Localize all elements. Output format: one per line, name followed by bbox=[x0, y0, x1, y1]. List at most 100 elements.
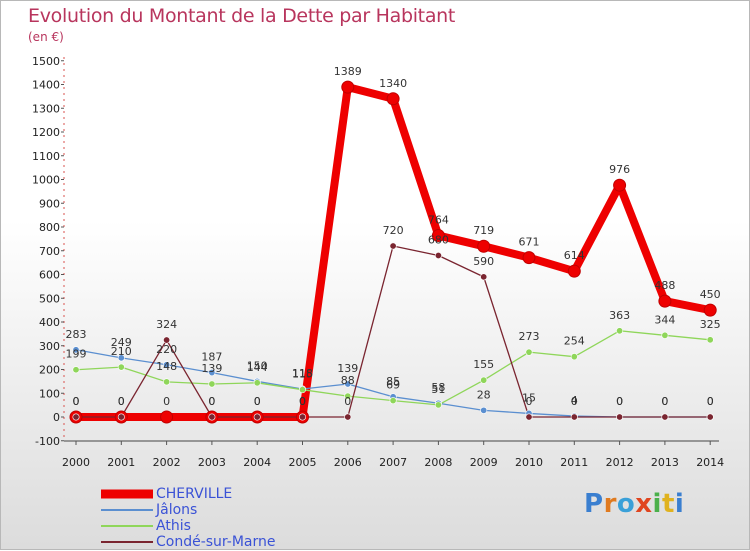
data-label: 88 bbox=[341, 374, 355, 387]
data-label: 58 bbox=[431, 381, 445, 394]
data-point bbox=[570, 413, 578, 421]
y-tick-label: 800 bbox=[39, 221, 60, 234]
logo-letter: i bbox=[652, 489, 662, 519]
x-tick-label: 2003 bbox=[198, 456, 226, 469]
data-point bbox=[253, 379, 261, 387]
data-label: 150 bbox=[247, 359, 268, 372]
data-point bbox=[567, 264, 581, 278]
data-label: 0 bbox=[661, 395, 668, 408]
data-label: 0 bbox=[118, 395, 125, 408]
x-tick-label: 2011 bbox=[560, 456, 588, 469]
data-label: 0 bbox=[707, 395, 714, 408]
data-label: 273 bbox=[519, 330, 540, 343]
data-label: 488 bbox=[654, 279, 675, 292]
x-tick-label: 2001 bbox=[107, 456, 135, 469]
y-tick-label: 200 bbox=[39, 364, 60, 377]
data-point bbox=[160, 410, 174, 424]
data-label: 0 bbox=[254, 395, 261, 408]
data-point bbox=[208, 380, 216, 388]
data-point bbox=[616, 327, 624, 335]
logo-letter: t bbox=[661, 489, 675, 519]
chart-subtitle: (en €) bbox=[28, 30, 64, 44]
data-label: 0 bbox=[254, 395, 261, 408]
data-point bbox=[525, 413, 533, 421]
x-tick-label: 2010 bbox=[515, 456, 543, 469]
data-label: 15 bbox=[522, 391, 536, 404]
data-point bbox=[706, 336, 714, 344]
data-point bbox=[389, 242, 397, 250]
logo-letter: P bbox=[584, 489, 604, 519]
legend-swatch bbox=[101, 509, 153, 511]
data-label: 155 bbox=[473, 358, 494, 371]
data-point bbox=[480, 273, 488, 281]
data-point bbox=[613, 178, 627, 192]
data-label: 720 bbox=[383, 224, 404, 237]
data-label: 325 bbox=[700, 318, 721, 331]
data-label: 69 bbox=[386, 379, 400, 392]
chart-title: Evolution du Montant de la Dette par Hab… bbox=[28, 5, 456, 27]
data-label: 0 bbox=[73, 395, 80, 408]
data-point bbox=[570, 353, 578, 361]
x-tick-label: 2009 bbox=[470, 456, 498, 469]
data-point bbox=[163, 361, 171, 369]
data-label: 671 bbox=[519, 236, 540, 249]
data-label: 764 bbox=[428, 214, 449, 227]
data-label: 0 bbox=[526, 395, 533, 408]
data-point bbox=[344, 392, 352, 400]
data-label: 719 bbox=[473, 224, 494, 237]
data-label: 4 bbox=[571, 394, 578, 407]
y-tick-label: 300 bbox=[39, 340, 60, 353]
data-label: 254 bbox=[564, 335, 585, 348]
data-label: 51 bbox=[431, 383, 445, 396]
data-point bbox=[480, 376, 488, 384]
legend-label: CHERVILLE bbox=[156, 486, 233, 502]
y-tick-label: 600 bbox=[39, 269, 60, 282]
data-label: 0 bbox=[344, 395, 351, 408]
data-label: 0 bbox=[208, 395, 215, 408]
data-point bbox=[434, 252, 442, 260]
y-tick-label: 1300 bbox=[32, 102, 60, 115]
data-label: 139 bbox=[201, 362, 222, 375]
data-label: 249 bbox=[111, 336, 132, 349]
y-tick-label: 700 bbox=[39, 245, 60, 258]
data-point bbox=[658, 294, 672, 308]
data-label: 976 bbox=[609, 163, 630, 176]
data-label: 324 bbox=[156, 318, 177, 331]
data-label: 0 bbox=[118, 395, 125, 408]
data-label: 363 bbox=[609, 309, 630, 322]
y-tick-label: 100 bbox=[39, 387, 60, 400]
legend-swatch bbox=[101, 525, 153, 527]
data-label: 0 bbox=[616, 395, 623, 408]
data-point bbox=[431, 229, 445, 243]
data-label: 0 bbox=[299, 395, 306, 408]
data-label: 118 bbox=[292, 367, 313, 380]
data-label: 199 bbox=[66, 348, 87, 361]
data-label: 450 bbox=[700, 288, 721, 301]
x-tick-label: 2006 bbox=[334, 456, 362, 469]
data-point bbox=[72, 413, 80, 421]
data-point bbox=[344, 413, 352, 421]
data-point bbox=[298, 386, 306, 394]
data-point bbox=[72, 346, 80, 354]
x-tick-label: 2007 bbox=[379, 456, 407, 469]
data-label: 344 bbox=[654, 313, 675, 326]
y-tick-label: 1100 bbox=[32, 150, 60, 163]
data-point bbox=[480, 406, 488, 414]
data-label: 148 bbox=[156, 360, 177, 373]
x-tick-label: 2014 bbox=[696, 456, 724, 469]
legend-label: Jâlons bbox=[156, 502, 198, 518]
x-tick-label: 2012 bbox=[606, 456, 634, 469]
data-label: 0 bbox=[616, 395, 623, 408]
data-point bbox=[117, 413, 125, 421]
y-tick-label: 1200 bbox=[32, 126, 60, 139]
data-label: 28 bbox=[477, 388, 491, 401]
data-label: 0 bbox=[571, 395, 578, 408]
data-label: 0 bbox=[208, 395, 215, 408]
x-tick-label: 2004 bbox=[243, 456, 271, 469]
y-tick-label: 900 bbox=[39, 197, 60, 210]
data-label: 283 bbox=[66, 328, 87, 341]
x-tick-label: 2002 bbox=[153, 456, 181, 469]
data-point bbox=[661, 331, 669, 339]
legend-label: Condé-sur-Marne bbox=[156, 534, 276, 550]
